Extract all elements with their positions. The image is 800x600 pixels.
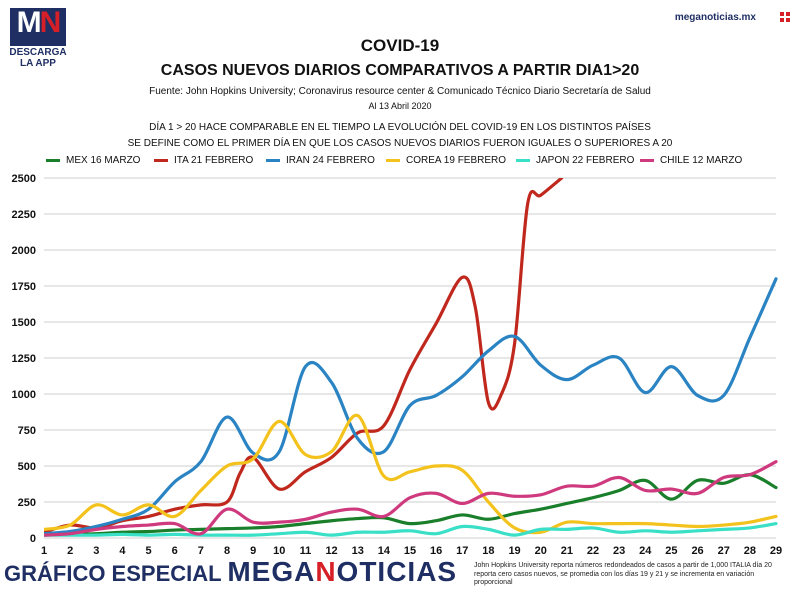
x-tick-label: 26 — [691, 545, 703, 556]
x-tick-label: 24 — [639, 545, 652, 556]
footer-note: John Hopkins University reporta números … — [474, 562, 772, 586]
legend-swatch — [154, 158, 168, 162]
download-app-caption[interactable]: DESCARGA LA APP — [8, 47, 68, 69]
y-tick-label: 2000 — [12, 245, 36, 257]
footer-brand: GRÁFICO ESPECIAL MEGANOTICIAS — [4, 556, 457, 588]
legend-swatch — [266, 158, 280, 162]
series-line-mex — [44, 473, 778, 537]
chart-description-line1: DÍA 1 > 20 HACE COMPARABLE EN EL TIEMPO … — [149, 122, 651, 133]
x-tick-label: 5 — [146, 545, 152, 556]
x-tick-label: 9 — [250, 545, 256, 556]
x-tick-label: 18 — [482, 545, 494, 556]
download-app-line2: LA APP — [20, 58, 56, 69]
x-tick-label: 22 — [587, 545, 599, 556]
chart-title: COVID-19 — [360, 36, 440, 55]
x-tick-label: 28 — [744, 545, 756, 556]
site-url[interactable]: meganoticias.mx — [674, 12, 756, 23]
x-tick-label: 17 — [456, 545, 468, 556]
y-tick-label: 1750 — [12, 281, 36, 293]
y-tick-label: 250 — [18, 497, 36, 509]
x-tick-label: 14 — [378, 545, 391, 556]
y-tick-label: 750 — [18, 425, 36, 437]
x-tick-label: 29 — [770, 545, 782, 556]
y-tick-label: 1250 — [12, 353, 36, 365]
chart-source: Fuente: John Hopkins University; Coronav… — [149, 86, 651, 97]
logo-badge — [10, 8, 66, 46]
legend-item-corea: COREA 19 FEBRERO — [386, 155, 506, 166]
menu-grid-icon[interactable] — [780, 12, 790, 22]
y-tick-label: 2250 — [12, 209, 36, 221]
series-line-corea — [44, 413, 778, 535]
x-tick-label: 25 — [665, 545, 677, 556]
chart-date: Al 13 Abril 2020 — [368, 101, 432, 111]
x-tick-label: 7 — [198, 545, 204, 556]
x-tick-label: 16 — [430, 545, 442, 556]
download-app-line1: DESCARGA — [9, 47, 67, 58]
x-tick-label: 4 — [119, 545, 126, 556]
chart-subtitle: CASOS NUEVOS DIARIOS COMPARATIVOS A PART… — [160, 62, 640, 79]
x-tick-label: 15 — [404, 545, 416, 556]
x-tick-label: 6 — [172, 545, 178, 556]
legend-item-mex: MEX 16 MARZO — [46, 155, 140, 166]
legend-swatch — [46, 158, 60, 162]
legend-swatch — [640, 158, 654, 162]
legend-swatch — [516, 158, 530, 162]
y-tick-label: 1500 — [12, 317, 36, 329]
legend-swatch — [386, 158, 400, 162]
footer-brand-prefix: GRÁFICO ESPECIAL — [4, 561, 222, 586]
y-tick-label: 1000 — [12, 389, 36, 401]
y-tick-label: 0 — [30, 533, 36, 545]
x-tick-label: 11 — [300, 545, 312, 556]
x-tick-label: 1 — [41, 545, 47, 556]
legend-item-iran: IRAN 24 FEBRERO — [266, 155, 375, 166]
legend-item-chile: CHILE 12 MARZO — [640, 155, 742, 166]
series-line-japon — [44, 522, 778, 537]
series-line-chile — [44, 460, 778, 537]
x-tick-label: 19 — [508, 545, 520, 556]
y-tick-label: 2500 — [12, 173, 36, 185]
logo: MN — [16, 6, 62, 39]
chart-description-line2: SE DEFINE COMO EL PRIMER DÍA EN QUE LOS … — [127, 138, 673, 149]
x-tick-label: 12 — [325, 545, 337, 556]
x-tick-label: 20 — [535, 545, 547, 556]
x-tick-label: 3 — [93, 545, 99, 556]
x-tick-label: 27 — [718, 545, 730, 556]
x-tick-label: 23 — [613, 545, 625, 556]
x-tick-label: 10 — [273, 545, 285, 556]
legend-item-ita: ITA 21 FEBRERO — [154, 155, 253, 166]
series-line-ita — [44, 178, 564, 534]
x-tick-label: 13 — [352, 545, 364, 556]
legend-item-japon: JAPON 22 FEBRERO — [516, 155, 634, 166]
footer-brand-name: MEGANOTICIAS — [227, 556, 458, 587]
series-line-iran — [44, 277, 778, 536]
y-tick-label: 500 — [18, 461, 36, 473]
x-tick-label: 8 — [224, 545, 230, 556]
x-tick-label: 2 — [67, 545, 73, 556]
x-tick-label: 21 — [561, 545, 573, 556]
